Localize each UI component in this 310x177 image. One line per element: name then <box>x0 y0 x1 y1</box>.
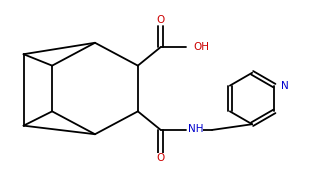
Text: O: O <box>157 153 165 163</box>
Text: OH: OH <box>193 42 210 52</box>
Text: O: O <box>157 16 165 25</box>
Text: NH: NH <box>188 124 203 133</box>
Text: N: N <box>281 81 289 91</box>
